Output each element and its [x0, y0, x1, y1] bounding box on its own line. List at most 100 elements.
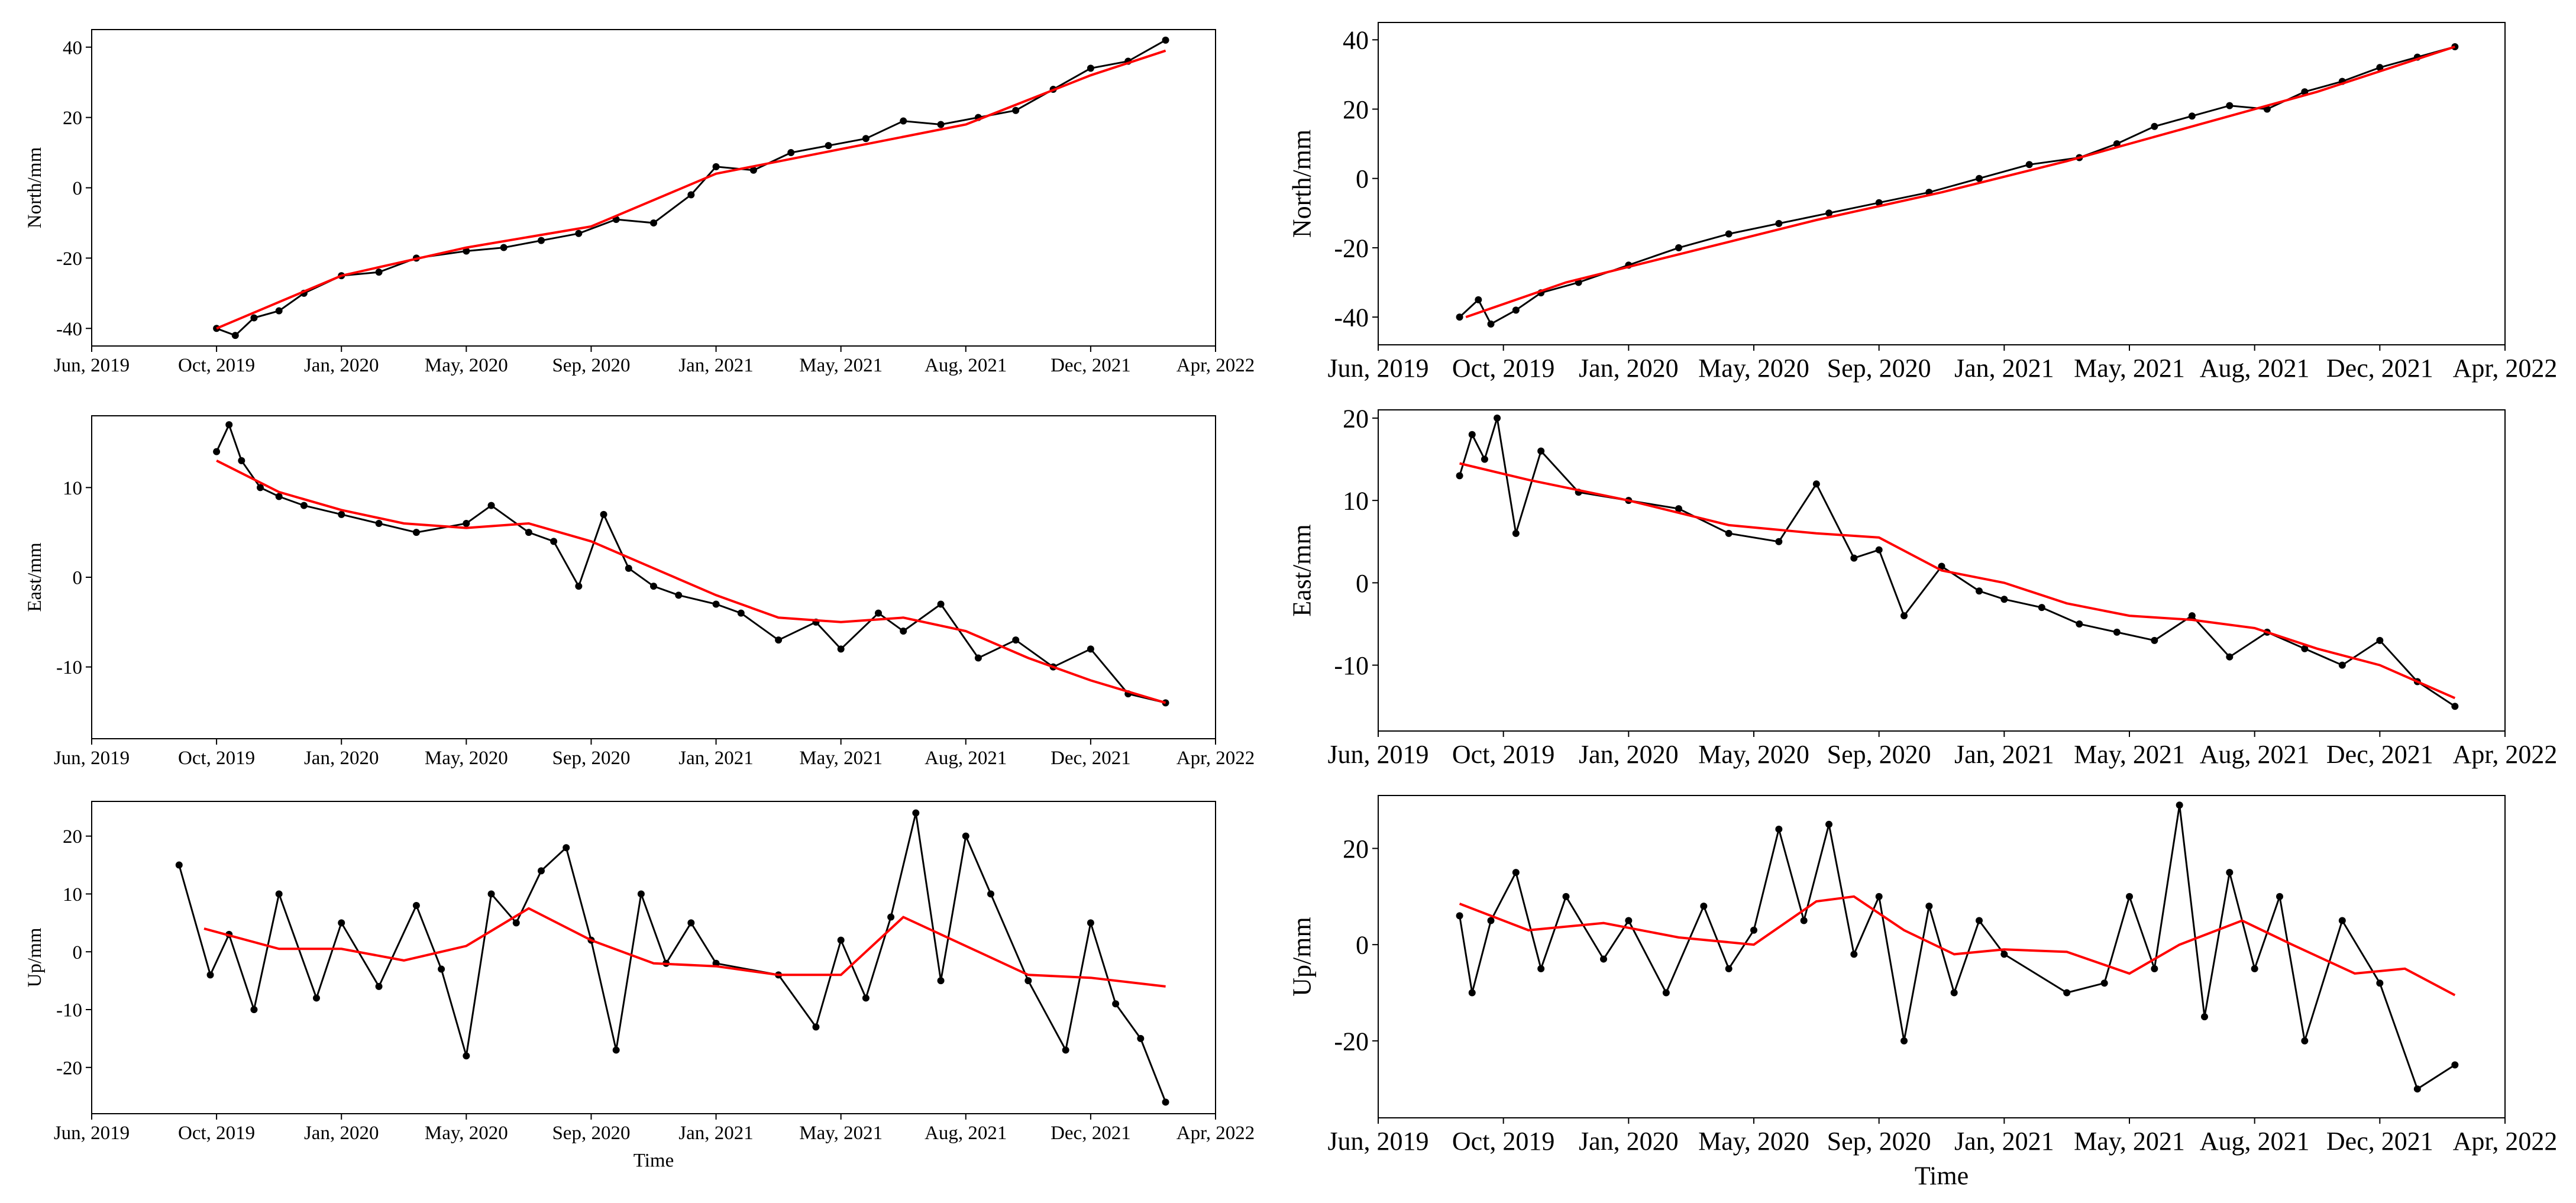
observed-point: [1675, 505, 1682, 513]
observed-point: [2038, 604, 2045, 612]
axes-frame: [1378, 409, 2506, 732]
fit-series-line: [1459, 895, 2456, 997]
observed-point: [937, 977, 945, 985]
x-tick-label: Dec, 2021: [2326, 1127, 2433, 1156]
x-tick-label: May, 2021: [799, 355, 883, 376]
x-tick-label: May, 2021: [2074, 1127, 2185, 1156]
x-tick-label: May, 2020: [425, 748, 508, 769]
x-tick-label: Dec, 2021: [1051, 1123, 1131, 1144]
x-tick-label: Jan, 2020: [304, 355, 379, 376]
observed-point: [2126, 892, 2133, 900]
x-tick-label: Aug, 2021: [2200, 740, 2310, 769]
observed-point: [987, 890, 994, 898]
observed-point: [1675, 244, 1682, 251]
observed-point: [2226, 102, 2234, 109]
observed-series-line: [216, 39, 1166, 337]
x-tick-label: Jan, 2021: [1954, 354, 2054, 383]
observed-point: [1468, 431, 1476, 438]
observed-point: [250, 314, 258, 322]
observed-point: [837, 645, 845, 653]
observed-point: [2000, 596, 2008, 603]
observed-point: [1481, 455, 1488, 463]
observed-series-line: [1459, 805, 2456, 1091]
y-tick-label: 0: [1356, 164, 1369, 193]
x-tick-label: Jan, 2021: [1954, 1127, 2054, 1156]
subplot-3: Jun, 2019 Oct, 2019 Jan, 2020 May, 2020 Sep,…: [24, 801, 1255, 1171]
axes-frame: [91, 415, 1216, 739]
observed-point: [900, 117, 907, 125]
x-tick-label: Aug, 2021: [2200, 1127, 2310, 1156]
observed-point: [937, 600, 945, 608]
axes-frame: [91, 801, 1216, 1114]
x-tick-label: Oct, 2019: [178, 1123, 255, 1144]
x-tick-label: Dec, 2021: [2326, 354, 2433, 383]
observed-point: [1850, 554, 1858, 562]
observed-point: [1024, 977, 1032, 985]
x-tick-label: Jan, 2020: [1579, 740, 1679, 769]
observed-point: [837, 936, 845, 944]
observed-point: [1087, 919, 1094, 927]
observed-point: [650, 583, 657, 590]
observed-point: [2201, 1013, 2208, 1021]
observed-point: [2413, 1085, 2421, 1093]
observed-point: [1850, 950, 1858, 958]
x-axis-label: Time: [634, 1150, 674, 1171]
x-tick-label: Jan, 2020: [304, 1123, 379, 1144]
y-tick-label: 40: [63, 37, 82, 59]
y-tick-label: -40: [1334, 303, 1369, 332]
observed-point: [575, 583, 583, 590]
observed-series-line: [1459, 418, 2456, 707]
observed-point: [1512, 869, 1520, 877]
x-tick-label: May, 2020: [1698, 740, 1809, 769]
y-tick-label: 40: [1343, 26, 1369, 55]
observed-point: [2151, 122, 2158, 130]
observed-point: [1487, 320, 1495, 328]
y-tick-label: 20: [1343, 835, 1369, 864]
y-tick-label: 20: [63, 826, 82, 848]
x-tick-label: Jun, 2019: [1327, 354, 1428, 383]
observed-point: [1456, 472, 1463, 480]
observed-point: [912, 809, 920, 817]
fit-series-line: [1465, 46, 2455, 318]
observed-point: [213, 448, 221, 455]
observed-point: [2376, 636, 2384, 644]
x-tick-label: Sep, 2020: [552, 748, 630, 769]
x-tick-label: Oct, 2019: [178, 748, 255, 769]
observed-point: [1875, 199, 1883, 206]
observed-point: [974, 654, 982, 662]
observed-point: [1512, 529, 1520, 537]
observed-point: [625, 564, 632, 572]
x-tick-label: Oct, 2019: [1452, 354, 1555, 383]
y-axis-label: North/mm: [24, 147, 46, 228]
axes-frame: [1378, 795, 2506, 1118]
x-tick-label: May, 2021: [799, 1123, 883, 1144]
observed-series-line: [1459, 46, 2455, 325]
observed-point: [1938, 562, 1945, 570]
fit-series-line: [216, 49, 1166, 330]
observed-point: [1112, 1000, 1120, 1008]
observed-point: [1875, 546, 1883, 554]
y-axis-label: Up/mm: [24, 927, 46, 987]
observed-point: [1456, 912, 1463, 920]
observed-point: [1812, 480, 1820, 488]
observed-point: [257, 484, 264, 491]
y-tick-label: -20: [56, 1058, 82, 1079]
y-tick-label: 10: [63, 884, 82, 906]
observed-point: [2188, 112, 2196, 120]
y-tick-label: 10: [1343, 487, 1369, 516]
x-tick-label: Jun, 2019: [54, 1123, 130, 1144]
x-tick-label: Sep, 2020: [1827, 354, 1931, 383]
observed-point: [825, 142, 832, 150]
observed-point: [550, 538, 558, 545]
observed-point: [862, 994, 870, 1002]
observed-point: [2000, 950, 2008, 958]
observed-point: [862, 135, 870, 143]
observed-point: [2376, 64, 2384, 72]
x-tick-label: May, 2020: [425, 1123, 508, 1144]
x-tick-label: Jan, 2021: [678, 1123, 754, 1144]
observed-point: [1901, 612, 1908, 620]
y-axis-label: East/mm: [24, 542, 46, 612]
observed-point: [1775, 219, 1783, 227]
observed-point: [225, 421, 233, 429]
observed-point: [2301, 645, 2309, 652]
